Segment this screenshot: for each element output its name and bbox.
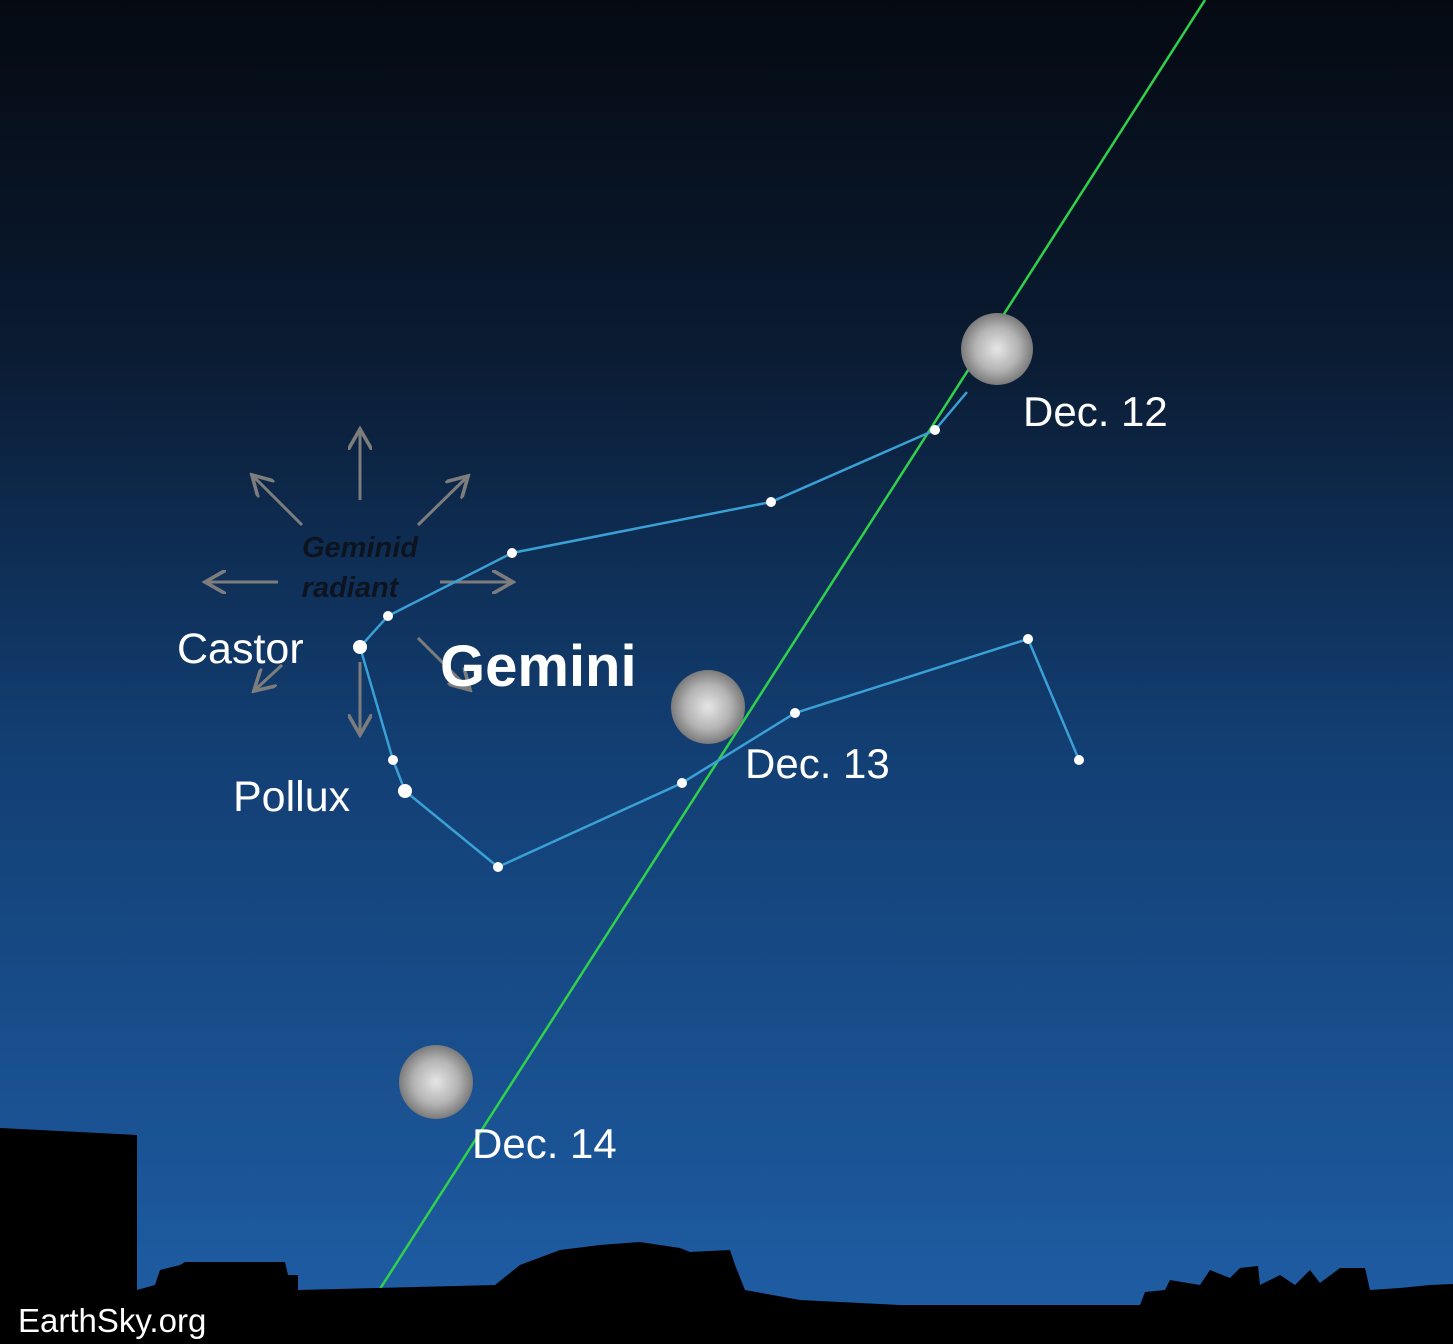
constellation-name: Gemini [440,634,637,699]
moon-label: Dec. 12 [1023,388,1168,435]
page: {"constellation": "Gemini", "stars": {"c… [0,0,1453,1344]
moon [961,313,1033,385]
moon-label: Dec. 14 [472,1120,617,1167]
moon-label: Dec. 13 [745,740,890,787]
sky-chart: Geminid radiant Castor Pollux Gemini Dec… [0,0,1453,1344]
moon [671,670,745,744]
star-label: Castor [177,625,304,673]
credit: EarthSky.org [18,1302,206,1339]
moon [399,1045,473,1119]
radiant-label: Geminid [302,532,419,564]
radiant-label: radiant [302,572,400,604]
star-label: Pollux [233,773,351,821]
